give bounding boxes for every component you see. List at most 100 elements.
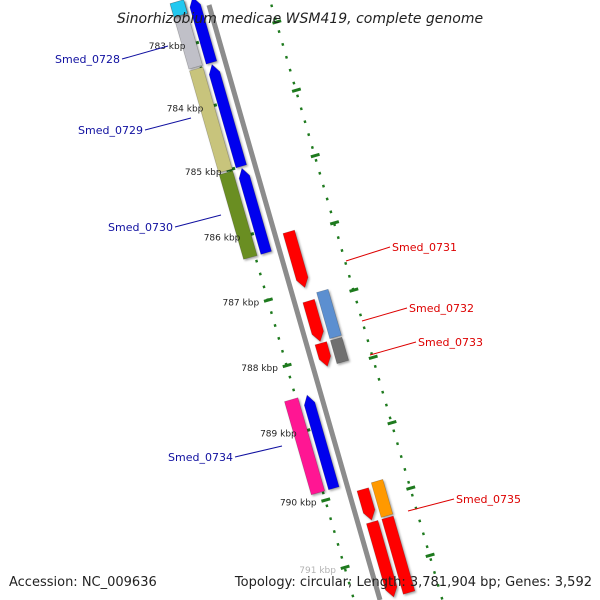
gene-label: Smed_0731 [392,241,457,254]
tick-dot [296,94,300,98]
kbp-label: 785 kbp [185,168,222,178]
tick-dot [340,555,344,559]
cog-box-0733 [330,336,349,364]
topology-text: Topology: circular; Length: 3,781,904 bp… [234,575,592,590]
ruler-tick [387,420,397,426]
tick-dot [436,583,440,587]
backbone-layer [204,3,385,600]
tick-dot [403,467,407,472]
tick-dot [292,388,296,392]
gene-label: Smed_0733 [418,336,483,349]
ruler-tick [425,552,435,559]
tick-dot [373,364,377,369]
tick-dot [347,581,351,585]
tick-dot [395,442,400,446]
gene-label: Smed_0735 [456,493,521,506]
cog-box-0730 [218,170,258,260]
backbone-line [206,4,383,600]
gene-leader-line [407,498,455,512]
kbp-label: 783 kbp [149,42,186,52]
tick-dot [281,42,285,47]
cog-box-0735 [370,479,394,518]
tick-dot [336,542,340,547]
map-title: Sinorhizobium medicae WSM419, complete g… [117,11,483,27]
tick-dot [410,493,414,497]
tick-dot [288,375,292,379]
cog-box-0728-cyan [169,0,188,18]
gene-leader-line [121,45,169,60]
tick-dot [303,120,307,124]
tick-dot [325,197,329,201]
cog-box-0729 [189,66,233,174]
kbp-tick [282,362,292,369]
tick-dot [418,519,422,523]
kbp-label: 791 kbp [299,566,336,576]
ruler-tick [310,152,320,159]
gene-label: Smed_0730 [108,221,173,234]
label-layer: 783 kbp 784 kbp 785 kbp 786 kbp 787 kbp 788 k… [55,42,521,576]
gene-arrow-0728 [189,0,218,65]
tick-dot [325,504,329,508]
gene-leader-line [345,246,391,262]
tick-dot [288,68,292,72]
tick-dot [421,532,425,536]
tick-dot [388,416,392,420]
tick-dot [280,349,285,353]
tick-dot [384,403,388,407]
cog-box-next [381,515,416,595]
tick-dot [347,274,351,278]
tick-dot [343,568,347,572]
tick-dot [262,285,266,289]
gene-label: Smed_0728 [55,53,120,66]
kbp-tick [340,564,350,570]
tick-dot [318,171,322,175]
ruler-tick [349,287,359,293]
tick-dot [321,184,325,188]
tick-dot [270,4,274,8]
gene-label: Smed_0734 [168,451,233,464]
tick-dot [358,313,363,317]
tick-dot [277,29,281,34]
ruler-tick [406,485,416,491]
kbp-tick [321,497,331,503]
tick-dot [258,272,262,276]
gene-leader-line [361,307,408,322]
tick-dot [425,545,429,549]
tick-dot [344,261,348,265]
cog-box-0732 [316,288,342,339]
tick-dot [399,454,403,459]
kbp-label: 787 kbp [222,299,259,309]
tick-dot [273,323,277,328]
ruler-tick [272,19,282,25]
gene-arrow-0735 [356,487,376,521]
ruler-tick [329,220,340,226]
tick-dot [440,596,444,600]
tick-dot [377,377,381,381]
kbp-label: 784 kbp [167,105,204,115]
gene-arrow-next [366,520,398,598]
tick-dot [407,480,411,484]
tick-dot [277,336,281,340]
gene-leader-line [144,117,192,131]
kbp-label: 788 kbp [241,364,278,374]
gene-leader-line [174,214,222,228]
gene-arrow-0732 [302,298,324,342]
ruler-tick [291,87,302,93]
gene-leader-line [369,341,417,356]
cog-box-0734 [284,397,326,496]
tick-dot [392,429,396,433]
tick-dot [284,55,288,59]
tick-dot [433,570,437,575]
tick-dot [299,107,303,111]
tick-dot [362,326,366,330]
gene-label: Smed_0732 [409,302,474,315]
tick-dot [366,339,370,343]
tick-dot [351,594,355,598]
accession-text: Accession: NC_009636 [9,575,157,590]
kbp-label: 786 kbp [204,233,241,243]
tick-dot [336,236,340,240]
tick-dot [269,311,273,315]
tick-dot [340,248,344,253]
gene-label: Smed_0729 [78,124,143,137]
gene-arrow-0733 [314,341,332,367]
